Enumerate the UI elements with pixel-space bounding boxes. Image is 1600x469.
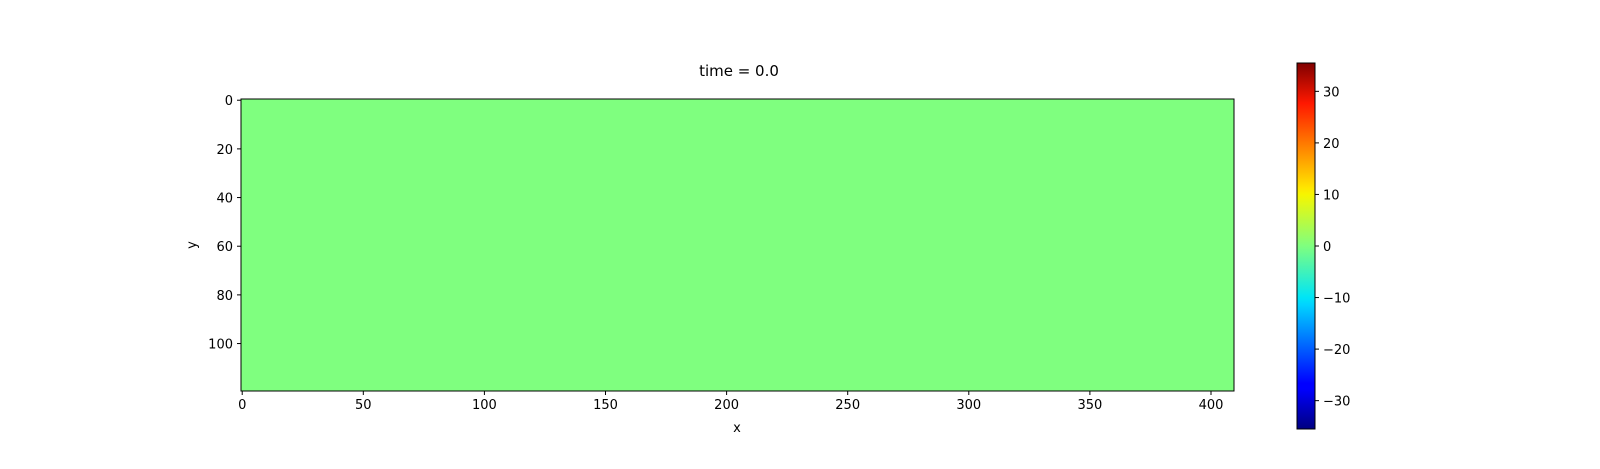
x-tick-label: 150 [593, 398, 618, 413]
x-tick-label: 400 [1199, 398, 1224, 413]
y-axis-ticks: 0 20 40 60 80 100 [208, 94, 241, 353]
colorbar: −30 −20 −10 0 10 20 30 [1296, 62, 1350, 430]
plot-area [240, 98, 1235, 392]
y-tick-label: 40 [216, 192, 233, 207]
colorbar-gradient [1297, 63, 1315, 429]
colorbar-tick-label: −30 [1323, 395, 1350, 410]
x-tick-label: 0 [238, 398, 246, 413]
y-tick-label: 100 [208, 338, 233, 353]
y-tick-label: 60 [216, 240, 233, 255]
colorbar-tick-label: 30 [1323, 85, 1340, 100]
chart-title: time = 0.0 [699, 62, 779, 80]
colorbar-tick-label: 10 [1323, 188, 1340, 203]
x-tick-label: 250 [835, 398, 860, 413]
colorbar-tick-label: 0 [1323, 240, 1331, 255]
y-tick-label: 20 [216, 143, 233, 158]
x-axis-label: x [733, 421, 741, 436]
x-tick-label: 300 [956, 398, 981, 413]
x-tick-label: 100 [472, 398, 497, 413]
colorbar-tick-label: 20 [1323, 137, 1340, 152]
colorbar-tick-label: −10 [1323, 292, 1350, 307]
x-tick-label: 350 [1077, 398, 1102, 413]
y-axis-label: y [185, 241, 200, 249]
y-tick-label: 80 [216, 289, 233, 304]
colorbar-tick-label: −20 [1323, 343, 1350, 358]
heatmap-field [241, 99, 1234, 391]
x-axis-ticks: 0 50 100 150 200 250 300 350 400 [238, 391, 1223, 413]
y-tick-label: 0 [225, 94, 233, 109]
colorbar-ticks: −30 −20 −10 0 10 20 30 [1315, 85, 1350, 410]
x-tick-label: 50 [355, 398, 372, 413]
axes-frame [240, 98, 1235, 392]
x-tick-label: 200 [714, 398, 739, 413]
